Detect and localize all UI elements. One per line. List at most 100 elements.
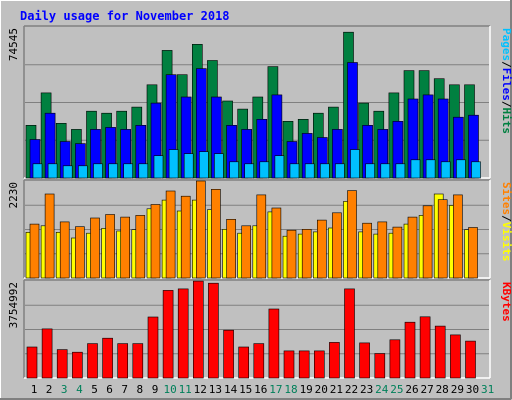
legend-part-kbytes: KBytes <box>500 282 512 322</box>
legend-part-separator: / <box>500 215 512 222</box>
bar-sites-day-22 <box>347 190 357 279</box>
panel-1-y-max-label: 74545 <box>7 28 20 61</box>
bar-sites-day-11 <box>180 195 191 279</box>
legend-part-visits: Visits <box>500 222 512 262</box>
panel-2-legend-label: Sites/Visits <box>500 182 512 262</box>
panel-3-legend-label: KBytes <box>500 282 512 322</box>
bar-kbytes-day-9 <box>147 316 159 379</box>
bar-pages-day-9 <box>153 155 164 179</box>
bar-pages-day-12 <box>199 151 209 179</box>
x-tick-label-day-14: 14 <box>224 383 238 396</box>
bar-sites-day-21 <box>332 212 342 279</box>
bar-kbytes-day-16 <box>253 343 265 379</box>
bar-sites-day-14 <box>226 219 236 279</box>
bar-kbytes-day-21 <box>329 342 340 379</box>
panel-3-y-max-label: 3754992 <box>7 282 20 328</box>
bar-sites-day-3 <box>59 221 70 279</box>
x-tick-label-day-22: 22 <box>345 383 358 396</box>
bar-sites-day-4 <box>75 226 85 279</box>
panel-1-legend-label: Pages/Files/Hits <box>500 28 512 134</box>
bar-kbytes-day-23 <box>359 342 370 379</box>
bar-sites-day-13 <box>211 189 221 279</box>
bar-pages-day-14 <box>229 161 239 179</box>
bar-kbytes-day-30 <box>465 340 476 379</box>
bar-sites-day-16 <box>256 194 267 279</box>
bar-kbytes-day-18 <box>283 350 295 379</box>
x-tick-label-day-5: 5 <box>91 383 98 396</box>
bar-pages-day-3 <box>62 165 73 179</box>
bar-kbytes-day-24 <box>374 353 386 379</box>
x-tick-label-day-6: 6 <box>106 383 113 396</box>
x-tick-label-day-4: 4 <box>76 383 83 396</box>
bar-sites-day-18 <box>286 229 297 279</box>
bar-kbytes-day-12 <box>193 280 204 379</box>
bar-sites-day-24 <box>377 221 388 279</box>
x-tick-label-day-19: 19 <box>300 383 313 396</box>
bar-pages-day-8 <box>138 163 149 179</box>
bar-pages-day-1 <box>32 163 43 179</box>
x-tick-label-day-29: 29 <box>451 383 464 396</box>
bar-kbytes-day-17 <box>268 308 280 379</box>
panel-2: 2230 Sites/Visits <box>7 179 512 279</box>
bar-pages-day-29 <box>456 159 466 179</box>
bar-kbytes-day-15 <box>238 346 249 379</box>
bar-pages-day-18 <box>289 163 300 179</box>
bar-sites-day-19 <box>301 229 312 279</box>
x-tick-label-day-13: 13 <box>209 383 222 396</box>
x-tick-label-day-18: 18 <box>284 383 297 396</box>
bar-pages-day-7 <box>123 163 133 179</box>
bar-sites-day-5 <box>90 217 100 279</box>
bar-kbytes-day-25 <box>389 339 401 379</box>
x-tick-label-day-1: 1 <box>31 383 38 396</box>
x-tick-label-day-3: 3 <box>61 383 68 396</box>
bar-sites-day-12 <box>196 180 206 279</box>
x-tick-label-day-25: 25 <box>390 383 403 396</box>
panel-1: 74545 Pages/Files/Hits <box>7 25 512 179</box>
x-tick-label-day-17: 17 <box>269 383 282 396</box>
bar-kbytes-day-1 <box>26 346 38 379</box>
chart-title: Daily usage for November 2018 <box>20 9 230 23</box>
bar-sites-day-9 <box>150 204 161 279</box>
x-tick-label-day-7: 7 <box>121 383 128 396</box>
bar-kbytes-day-5 <box>87 343 98 379</box>
bar-kbytes-day-10 <box>162 290 174 379</box>
bar-pages-day-15 <box>244 163 254 179</box>
bar-pages-day-19 <box>304 163 315 179</box>
x-tick-label-day-10: 10 <box>163 383 176 396</box>
bar-pages-day-11 <box>183 153 194 179</box>
bar-sites-day-30 <box>468 227 478 279</box>
bar-pages-day-5 <box>93 163 103 179</box>
bar-pages-day-22 <box>350 149 360 179</box>
legend-part-files: Files <box>500 68 512 101</box>
x-tick-label-day-8: 8 <box>136 383 143 396</box>
bar-sites-day-7 <box>120 216 130 279</box>
bar-pages-day-27 <box>425 159 436 179</box>
x-tick-label-day-12: 12 <box>194 383 207 396</box>
bar-kbytes-day-11 <box>177 288 189 379</box>
x-tick-label-day-2: 2 <box>46 383 53 396</box>
x-tick-label-day-30: 30 <box>466 383 479 396</box>
bar-kbytes-day-27 <box>419 316 431 379</box>
panel-3: 3754992 KBytes <box>7 279 512 379</box>
x-tick-label-day-24: 24 <box>375 383 389 396</box>
bar-sites-day-1 <box>29 223 40 279</box>
bar-sites-day-6 <box>105 214 115 279</box>
bar-sites-day-28 <box>437 199 448 279</box>
bar-sites-day-27 <box>422 205 433 279</box>
x-axis-labels: 1 2 3 4 5 6 7 8 9 10 11 12 13 14 15 16 17 18 19 20 21 22 23 24 2… <box>31 383 495 396</box>
bar-pages-day-17 <box>274 155 285 179</box>
bar-pages-day-23 <box>365 163 375 179</box>
x-tick-label-day-20: 20 <box>315 383 328 396</box>
bar-kbytes-day-2 <box>41 328 53 379</box>
x-tick-label-day-23: 23 <box>360 383 373 396</box>
bar-kbytes-day-3 <box>56 349 68 379</box>
x-tick-label-day-9: 9 <box>152 383 159 396</box>
bar-kbytes-day-22 <box>344 288 355 379</box>
legend-part-sites: Sites <box>500 182 512 215</box>
x-tick-label-day-16: 16 <box>254 383 267 396</box>
bar-sites-day-10 <box>165 190 176 279</box>
bar-kbytes-day-26 <box>404 321 416 379</box>
bar-kbytes-day-20 <box>313 350 325 379</box>
